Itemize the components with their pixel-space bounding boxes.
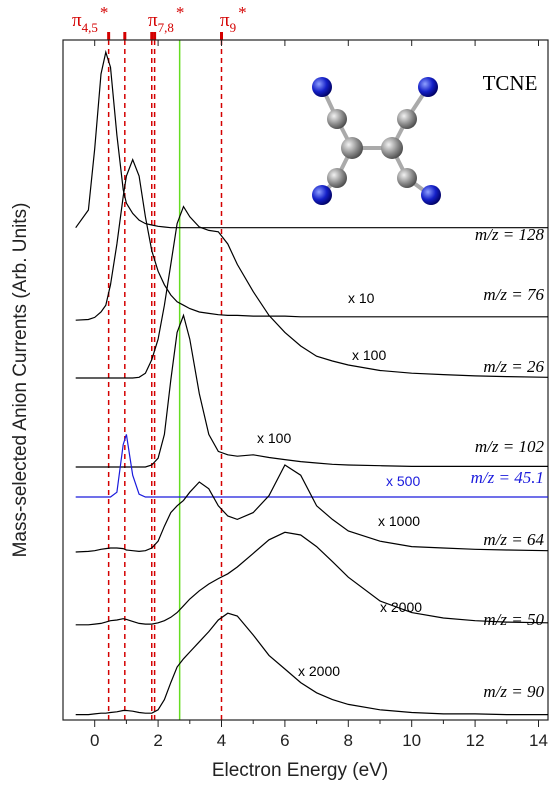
molecule-drawing — [312, 77, 441, 205]
x-axis-label: Electron Energy (eV) — [212, 760, 388, 781]
x-tick-label: 12 — [466, 731, 485, 750]
x-tick-label: 4 — [217, 731, 226, 750]
plot-frame — [63, 40, 548, 720]
series-label: m/z = 128 — [475, 225, 545, 244]
orbital-symbol: π — [220, 10, 230, 31]
x-tick-label: 10 — [402, 731, 421, 750]
orbital-symbol: π — [72, 10, 82, 31]
orbital-subscript: 7,8 — [158, 20, 174, 35]
orbital-superscript: * — [176, 3, 185, 22]
chart: TCNE Electron Energy (eV) Mass-selected … — [0, 0, 552, 792]
orbital-label: π9* — [220, 3, 247, 35]
y-axis-label: Mass-selected Anion Currents (Arb. Units… — [10, 203, 31, 558]
molecule-name: TCNE — [483, 71, 538, 95]
orbital-subscript: 9 — [230, 20, 237, 35]
x-tick-label: 6 — [280, 731, 289, 750]
spectrum-line — [76, 52, 548, 228]
scale-factor: x 1000 — [378, 513, 420, 529]
scale-factor: x 10 — [348, 290, 375, 306]
spectrum-line — [76, 532, 548, 625]
scale-factor: x 500 — [386, 473, 420, 489]
orbital-superscript: * — [100, 3, 109, 22]
scale-factor: x 100 — [257, 430, 291, 446]
orbital-superscript: * — [238, 3, 247, 22]
series-label: m/z = 102 — [475, 437, 545, 456]
orbital-symbol: π — [148, 10, 158, 31]
series-label: m/z = 90 — [483, 682, 544, 701]
series-label: m/z = 76 — [483, 285, 544, 304]
series-label: m/z = 45.1 — [471, 468, 544, 487]
scale-factor: x 2000 — [298, 663, 340, 679]
x-tick-label: 2 — [153, 731, 162, 750]
x-tick-label: 0 — [90, 731, 99, 750]
x-tick-label: 14 — [529, 731, 548, 750]
series-label: m/z = 50 — [483, 610, 544, 629]
orbital-subscript: 4,5 — [82, 20, 98, 35]
scale-factor: x 100 — [352, 347, 386, 363]
series-label: m/z = 64 — [483, 530, 544, 549]
x-tick-label: 8 — [344, 731, 353, 750]
orbital-label: π7,8* — [148, 3, 184, 35]
scale-factor: x 2000 — [380, 599, 422, 615]
orbital-label: π4,5* — [72, 3, 108, 35]
series-label: m/z = 26 — [483, 357, 544, 376]
